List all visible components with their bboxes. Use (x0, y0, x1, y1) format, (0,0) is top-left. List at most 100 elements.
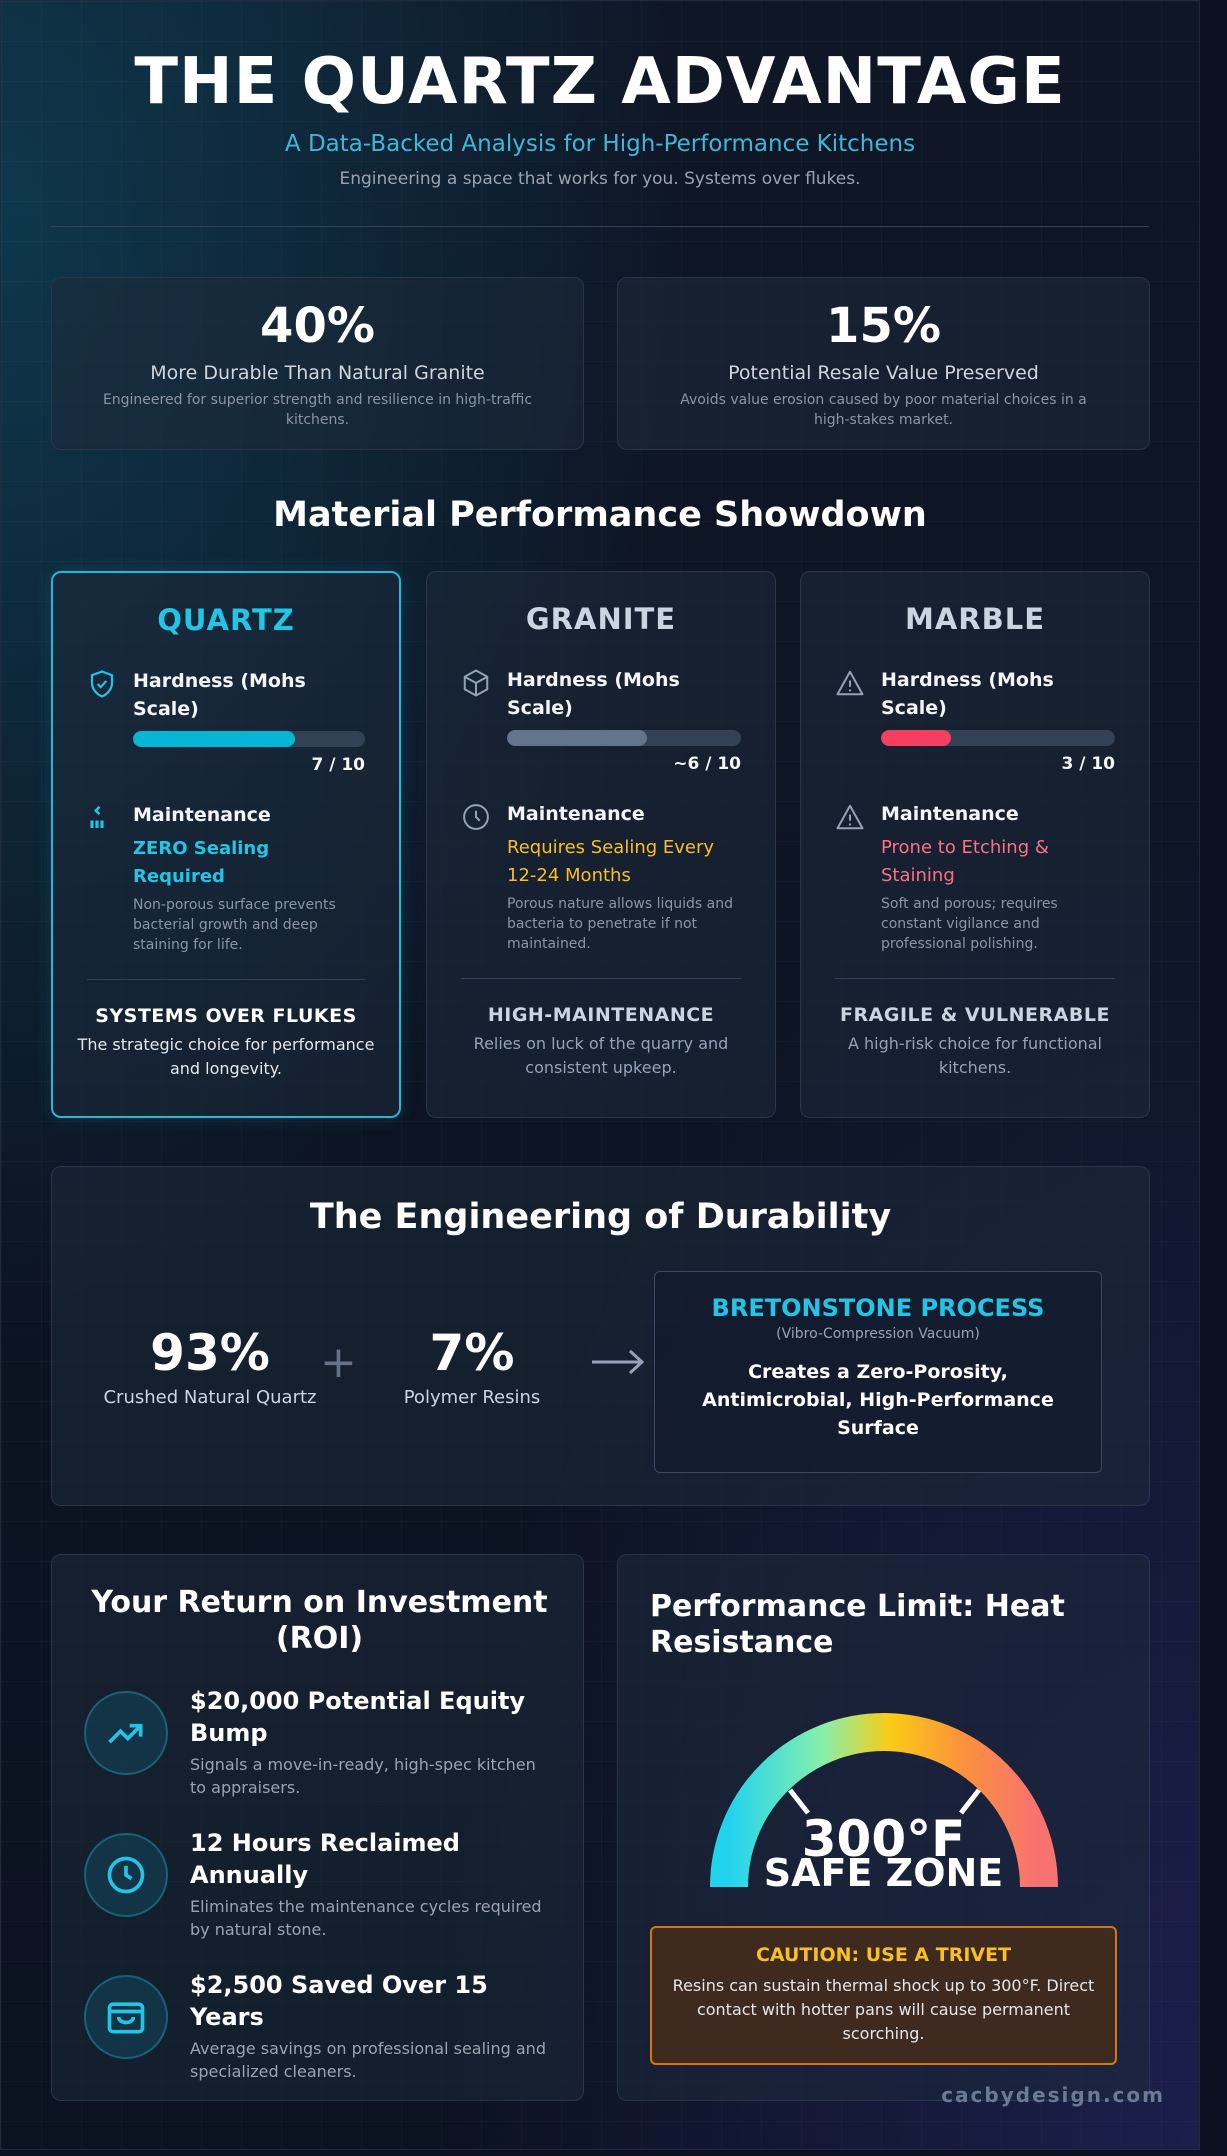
warning-icon (836, 670, 864, 696)
roi-card: Your Return on Investment (ROI) $20,000 … (51, 1554, 584, 2101)
footer-title: SYSTEMS OVER FLUKES (95, 1005, 357, 1027)
maintenance-row: Maintenance Prone to Etching & Staining … (835, 800, 1115, 954)
footer-title: HIGH-MAINTENANCE (487, 1004, 715, 1026)
hardness-score: 7 / 10 (311, 755, 365, 775)
caution-description: Resins can sustain thermal shock up to 3… (672, 1976, 1095, 2043)
stat-card-durability: 40% More Durable Than Natural Granite En… (51, 277, 584, 450)
stat-label: More Durable Than Natural Granite (150, 362, 485, 384)
heat-gauge (710, 1713, 1058, 1888)
roi-item-title: $20,000 Potential Equity Bump (190, 1687, 526, 1747)
material-name: QUARTZ (157, 603, 295, 637)
caution-title: CAUTION: USE A TRIVET (755, 1944, 1012, 1966)
roi-heading: Your Return on Investment (ROI) (91, 1585, 548, 1656)
material-footer: FRAGILE & VULNERABLE A high-risk choice … (821, 1004, 1129, 1080)
maintenance-status: Prone to Etching & Staining (881, 837, 1049, 886)
process-box: BRETONSTONE PROCESS (Vibro-Compression V… (654, 1271, 1102, 1473)
hardness-bar (507, 730, 741, 746)
clock-icon (84, 1833, 168, 1917)
roi-item: 12 Hours Reclaimed Annually Eliminates t… (84, 1827, 555, 1941)
gauge-tick (788, 1788, 810, 1815)
roi-item: $2,500 Saved Over 15 Years Average savin… (84, 1969, 555, 2083)
footer-description: Relies on luck of the quarry and consist… (473, 1034, 729, 1077)
showdown-heading: Material Performance Showdown (273, 495, 927, 535)
material-card-quartz: QUARTZ Hardness (Mohs Scale) 7 / 10 Main… (51, 571, 401, 1118)
page-tagline: Engineering a space that works for you. … (339, 169, 861, 189)
roi-item-description: Average savings on professional sealing … (190, 2039, 546, 2081)
maintenance-label: Maintenance (507, 803, 645, 825)
material-card-marble: MARBLE Hardness (Mohs Scale) 3 / 10 Main… (800, 571, 1150, 1118)
process-subtitle: (Vibro-Compression Vacuum) (776, 1326, 980, 1342)
hardness-row: Hardness (Mohs Scale) 7 / 10 (87, 667, 365, 775)
engineering-heading: The Engineering of Durability (309, 1197, 892, 1237)
maintenance-status: ZERO Sealing Required (133, 838, 270, 887)
roi-item: $20,000 Potential Equity Bump Signals a … (84, 1685, 555, 1799)
plus-icon: + (320, 1337, 357, 1388)
maintenance-description: Porous nature allows liquids and bacteri… (507, 896, 733, 952)
roi-item-title: 12 Hours Reclaimed Annually (190, 1829, 460, 1889)
hardness-label: Hardness (Mohs Scale) (507, 669, 680, 719)
divider (87, 979, 365, 980)
heat-card: Performance Limit: Heat Resistance 300°F… (617, 1554, 1150, 2101)
material-card-granite: GRANITE Hardness (Mohs Scale) ~6 / 10 Ma… (426, 571, 776, 1118)
stat-description: Avoids value erosion caused by poor mate… (680, 392, 1087, 428)
cube-icon (463, 669, 489, 697)
divider (835, 978, 1115, 979)
hardness-bar-fill (507, 730, 648, 746)
quartz-percent: 93% (150, 1324, 270, 1382)
material-footer: HIGH-MAINTENANCE Relies on luck of the q… (447, 1004, 755, 1080)
material-footer: SYSTEMS OVER FLUKES The strategic choice… (73, 1005, 379, 1081)
trending-up-icon (84, 1691, 168, 1775)
stat-value: 40% (260, 298, 375, 354)
stat-card-resale: 15% Potential Resale Value Preserved Avo… (617, 277, 1150, 450)
clock-icon (463, 804, 489, 830)
material-name: GRANITE (525, 602, 677, 636)
warning-icon (836, 804, 864, 830)
gauge-tick (959, 1788, 981, 1815)
maintenance-label: Maintenance (881, 803, 1019, 825)
quartz-label: Crushed Natural Quartz (103, 1387, 317, 1408)
hardness-score: 3 / 10 (1061, 754, 1115, 774)
hardness-label: Hardness (Mohs Scale) (881, 669, 1054, 719)
process-description: Creates a Zero-Porosity, Antimicrobial, … (702, 1361, 1054, 1439)
shield-check-icon (90, 670, 114, 698)
wallet-icon (84, 1975, 168, 2059)
hardness-score: ~6 / 10 (673, 754, 741, 774)
stat-value: 15% (826, 298, 941, 354)
roi-item-title: $2,500 Saved Over 15 Years (190, 1971, 488, 2031)
hardness-label: Hardness (Mohs Scale) (133, 670, 306, 720)
hardness-row: Hardness (Mohs Scale) 3 / 10 (835, 666, 1115, 774)
hardness-bar (133, 731, 365, 747)
resin-composition: 7% Polymer Resins (382, 1323, 562, 1408)
footer-description: A high-risk choice for functional kitche… (848, 1034, 1102, 1077)
hardness-bar-fill (881, 730, 952, 746)
resin-label: Polymer Resins (403, 1387, 541, 1408)
hardness-row: Hardness (Mohs Scale) ~6 / 10 (461, 666, 741, 774)
stat-description: Engineered for superior strength and res… (102, 392, 533, 428)
watermark: cacbydesign.com (941, 2083, 1165, 2107)
hardness-bar (881, 730, 1115, 746)
sparkle-icon (90, 805, 104, 828)
maintenance-label: Maintenance (133, 804, 271, 826)
material-name: MARBLE (904, 602, 1046, 636)
heat-label: SAFE ZONE (763, 1851, 1004, 1895)
footer-title: FRAGILE & VULNERABLE (840, 1004, 1110, 1026)
heat-heading: Performance Limit: Heat Resistance (650, 1589, 1065, 1660)
divider (461, 978, 741, 979)
maintenance-description: Non-porous surface prevents bacterial gr… (133, 897, 336, 953)
engineering-card: The Engineering of Durability 93% Crushe… (51, 1166, 1150, 1506)
heat-value: 300°F (801, 1810, 966, 1868)
roi-item-description: Signals a move-in-ready, high-spec kitch… (190, 1755, 536, 1797)
page-title: THE QUARTZ ADVANTAGE (134, 45, 1066, 119)
quartz-composition: 93% Crushed Natural Quartz (100, 1323, 320, 1408)
header-divider (51, 226, 1149, 227)
caution-box: CAUTION: USE A TRIVET Resins can sustain… (650, 1926, 1117, 2065)
header: THE QUARTZ ADVANTAGE A Data-Backed Analy… (1, 1, 1199, 189)
maintenance-row: Maintenance ZERO Sealing Required Non-po… (87, 801, 365, 955)
maintenance-description: Soft and porous; requires constant vigil… (881, 896, 1058, 952)
footer-description: The strategic choice for performance and… (77, 1035, 375, 1078)
process-title: BRETONSTONE PROCESS (711, 1294, 1045, 1322)
resin-percent: 7% (429, 1324, 515, 1382)
maintenance-status: Requires Sealing Every 12-24 Months (507, 837, 715, 886)
page-subtitle: A Data-Backed Analysis for High-Performa… (284, 131, 916, 157)
maintenance-row: Maintenance Requires Sealing Every 12-24… (461, 800, 741, 954)
